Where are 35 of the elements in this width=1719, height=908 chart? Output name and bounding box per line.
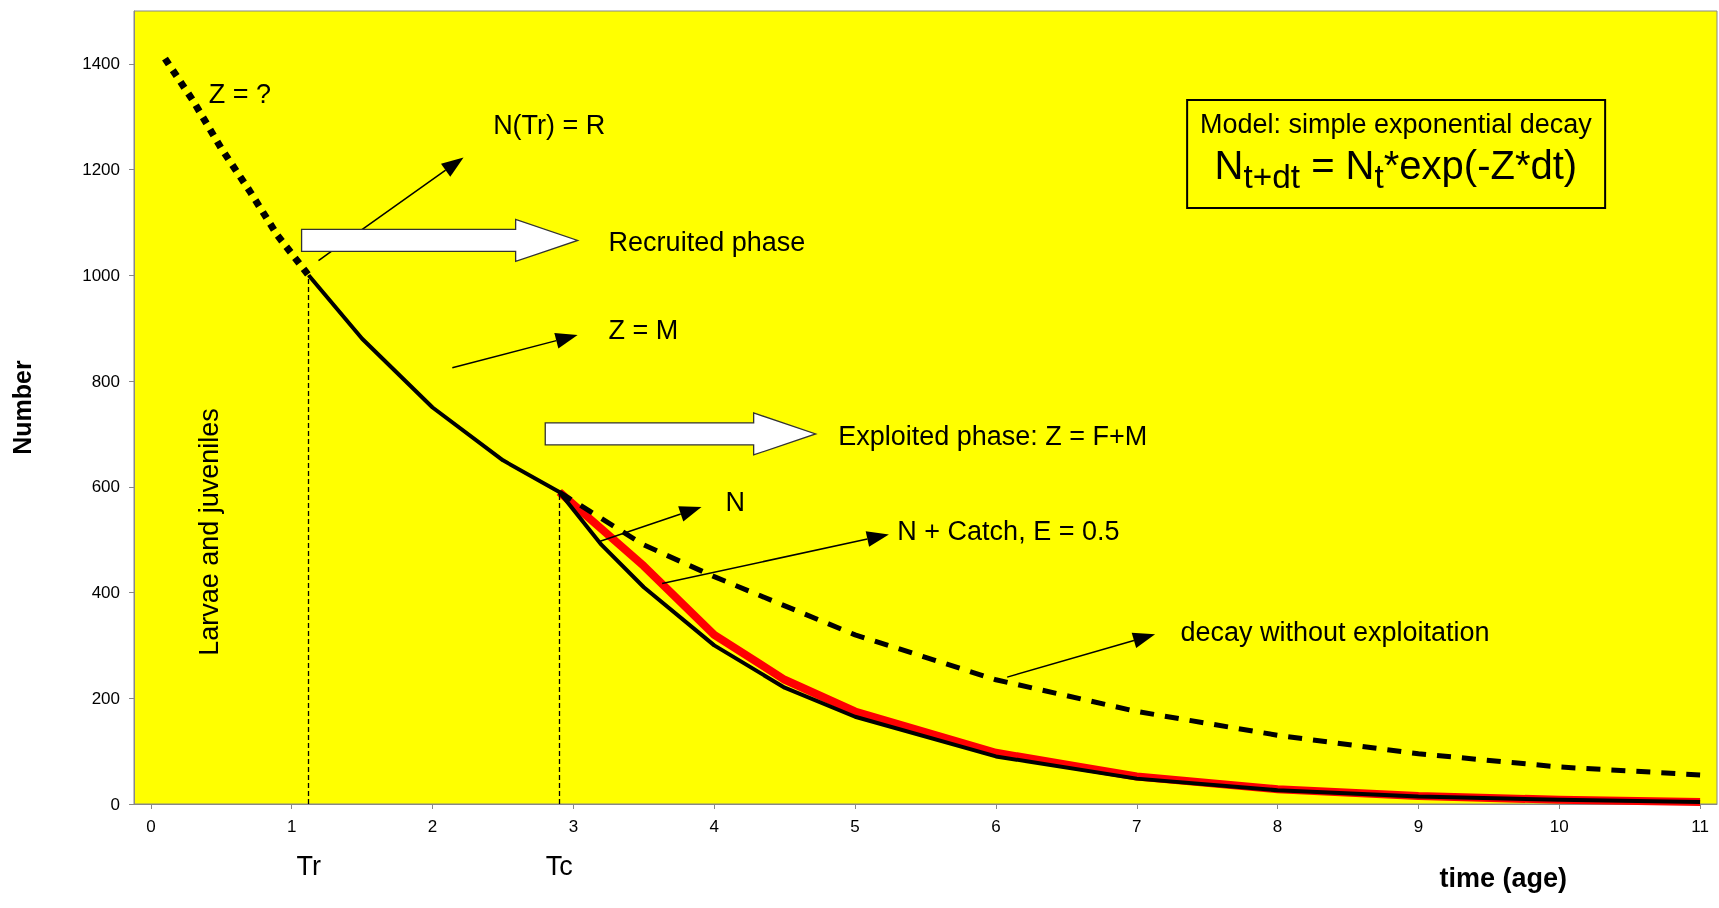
annotation: N [725, 486, 745, 518]
annotation: decay without exploitation [1180, 616, 1490, 648]
x-tick-label: 7 [1132, 817, 1142, 836]
x-tick-label: 1 [287, 817, 297, 836]
annotation: N$_{t+dt}$ = N$_{t}$*exp(-Z*dt) [1213, 142, 1579, 198]
x-tick-label: 3 [568, 817, 579, 836]
x-tick-label: 5 [850, 817, 860, 836]
y-tick-label: 1400 [82, 54, 120, 74]
x-tick-label: 9 [1413, 817, 1424, 836]
annotation: Model: simple exponential decay [1200, 108, 1592, 142]
annotation: N(Tr) = R [493, 109, 606, 141]
annotation: Z = ? [208, 78, 271, 110]
y-tick-label: 200 [91, 688, 120, 708]
x-tick-label: 2 [427, 817, 438, 836]
x-tick-label: 11 [1691, 817, 1709, 836]
x-axis-title: time (age) [1439, 862, 1567, 893]
y-tick-label: 800 [91, 371, 120, 391]
annotation: Exploited phase: Z = F+M [838, 420, 1148, 452]
y-tick-label: 0 [110, 794, 120, 814]
y-axis-title: Number [7, 360, 36, 455]
annotation: N + Catch, E = 0.5 [897, 515, 1120, 547]
y-tick-label: 1200 [82, 160, 120, 180]
x-tick-label: 6 [991, 817, 1001, 836]
y-tick-label: 400 [91, 583, 120, 603]
annotation: Recruited phase [608, 226, 806, 258]
annotation: Z = M [608, 314, 679, 346]
annotation: Larvae and juveniles [193, 408, 225, 657]
ref-line-label: Tr [296, 850, 321, 881]
x-tick-label: 0 [146, 817, 156, 836]
x-tick-label: 10 [1549, 817, 1569, 836]
y-tick-label: 1000 [82, 265, 120, 285]
ref-line-label: Tc [545, 850, 573, 881]
x-tick-label: 8 [1272, 817, 1283, 836]
x-tick-label: 4 [709, 817, 719, 836]
y-tick-label: 600 [91, 477, 120, 497]
